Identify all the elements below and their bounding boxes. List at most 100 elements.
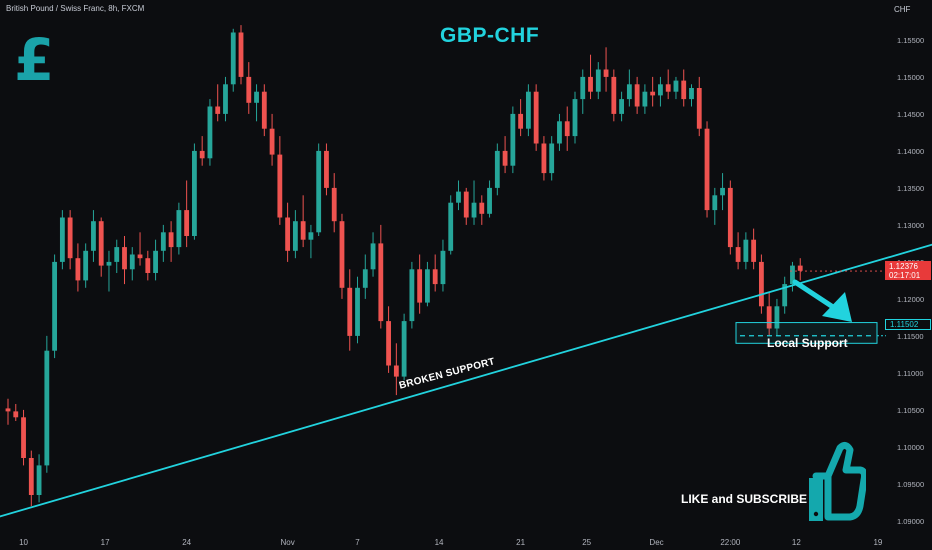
y-tick-label: 1.09000 — [897, 517, 924, 526]
candle-body — [518, 113, 524, 129]
candle-body — [696, 88, 702, 129]
candle-body — [658, 84, 663, 96]
pound-sign-icon: £ — [14, 26, 55, 94]
candle-body — [362, 269, 368, 288]
broken-support-trendline — [0, 243, 932, 518]
y-tick-label: 1.12000 — [897, 295, 924, 304]
candle-body — [712, 195, 718, 211]
candle-body — [440, 250, 446, 285]
countdown: 02:17:01 — [889, 271, 921, 280]
candle-body — [564, 121, 570, 137]
x-tick-label: 12 — [792, 538, 801, 547]
candle-body — [254, 91, 259, 103]
local-support-zone — [735, 322, 878, 344]
candle-body — [549, 143, 555, 174]
candle-body — [782, 284, 788, 307]
candle-body — [471, 202, 477, 218]
candle-body — [525, 91, 531, 129]
candle-body — [425, 269, 430, 303]
candle-body — [176, 210, 182, 248]
x-tick-label: 22:00 — [720, 538, 741, 547]
y-tick-label: 1.13000 — [897, 221, 924, 230]
candle-body — [378, 243, 384, 322]
candle-body — [91, 221, 96, 251]
x-tick-label: 25 — [582, 538, 591, 547]
candle-body — [611, 76, 617, 114]
candle-body — [370, 243, 376, 270]
y-tick-label: 1.15500 — [897, 36, 924, 45]
candle-body — [324, 150, 329, 188]
y-tick-label: 1.10500 — [897, 406, 924, 415]
candle-body — [766, 306, 772, 329]
current-price: 1.12376 — [889, 262, 918, 271]
projection-arrow-head — [822, 292, 852, 322]
candle-body — [603, 69, 609, 77]
candle-body — [727, 187, 733, 248]
candle-body — [261, 91, 267, 129]
candle-body — [557, 121, 562, 144]
candle-body — [75, 258, 81, 281]
candle-body — [502, 150, 508, 166]
candles — [5, 25, 803, 507]
candle-body — [456, 191, 461, 203]
projection-arrow-shaft — [792, 279, 839, 312]
candle-body — [572, 99, 578, 137]
candle-body — [230, 32, 236, 85]
currency-label: CHF — [894, 5, 911, 14]
x-tick-label: 17 — [101, 538, 110, 547]
candle-body — [689, 88, 694, 100]
candle-body — [246, 76, 252, 103]
candle-body — [137, 254, 143, 259]
candle-body — [308, 232, 314, 240]
candle-body — [463, 191, 469, 218]
candle-body — [21, 417, 26, 458]
y-tick-label: 1.11000 — [897, 369, 924, 378]
x-tick-label: 14 — [435, 538, 444, 547]
candle-body — [642, 91, 648, 107]
candle-body — [98, 221, 104, 266]
local-support-label: Local Support — [767, 336, 848, 350]
candle-body — [743, 239, 749, 262]
x-tick-label: 24 — [182, 538, 191, 547]
candle-body — [13, 411, 19, 418]
candle-body — [331, 187, 337, 222]
candle-body — [595, 69, 601, 92]
candle-body — [316, 150, 322, 233]
candle-body — [339, 221, 345, 288]
candle-body — [432, 269, 438, 285]
candle-body — [735, 247, 741, 262]
candle-body — [665, 84, 671, 92]
x-tick-label: 10 — [19, 538, 28, 547]
chart-title: GBP-CHF — [440, 24, 540, 47]
candle-body — [588, 76, 593, 92]
y-tick-label: 1.13500 — [897, 184, 924, 193]
like-subscribe-label: LIKE and SUBSCRIBE — [681, 492, 808, 506]
candle-body — [153, 250, 158, 273]
candle-body — [67, 217, 73, 259]
current-price-tag: 1.12376 02:17:01 — [885, 261, 931, 280]
candle-body — [386, 321, 391, 366]
candle-body — [145, 258, 151, 273]
candle-body — [160, 232, 166, 251]
thumbs-up-icon — [809, 441, 866, 521]
candle-body — [510, 113, 516, 166]
support-price: 1.11502 — [890, 320, 919, 329]
candle-body — [347, 287, 353, 336]
candle-body — [215, 106, 221, 114]
candle-body — [114, 247, 120, 262]
candle-body — [494, 150, 500, 188]
candle-body — [797, 265, 803, 271]
candle-body — [122, 247, 127, 270]
candle-body — [5, 408, 11, 412]
y-tick-label: 1.10000 — [897, 443, 924, 452]
candle-body — [580, 76, 586, 100]
support-price-tag: 1.11502 — [885, 319, 931, 330]
candle-body — [192, 150, 197, 236]
candle-body — [207, 106, 213, 159]
y-tick-label: 1.14500 — [897, 110, 924, 119]
candle-body — [681, 80, 687, 100]
candle-body — [292, 221, 298, 251]
y-tick-label: 1.14000 — [897, 147, 924, 156]
candle-body — [269, 128, 275, 155]
